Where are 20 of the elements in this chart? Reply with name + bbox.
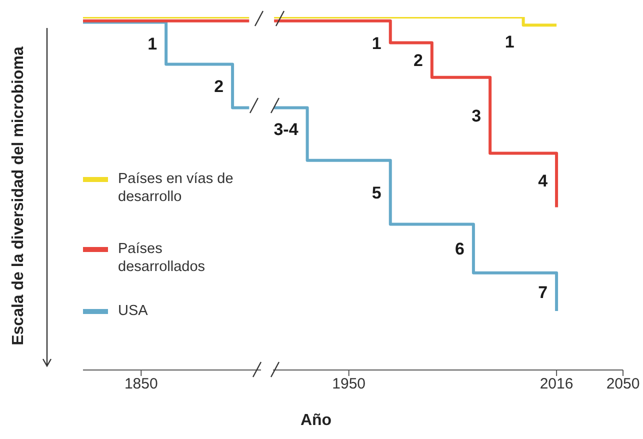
legend-label: Países en vías de desarrollo [118,170,234,206]
annotation: 2 [413,51,423,70]
x-axis-title: Año [300,412,332,430]
y-axis-title: Escala de la diversidad del microbioma [10,46,28,346]
annotation: 1 [148,34,158,54]
annotation: 2 [214,77,224,96]
annotation: 6 [454,240,464,259]
annotation: 5 [372,183,382,202]
annotation: 1 [372,34,382,53]
x-tick-label: 1850 [124,376,158,393]
annotation: 7 [538,283,548,302]
x-tick-label: 1950 [332,376,366,393]
legend-label: USA [118,302,149,320]
annotation: 1 [504,32,514,52]
legend-label: Países desarrollados [118,240,206,276]
x-tick-label: 2050 [606,376,640,393]
annotation: 3 [472,106,482,126]
x-tick-label: 2016 [540,376,574,393]
annotation: 4 [538,171,548,190]
annotation: 3-4 [274,120,299,139]
